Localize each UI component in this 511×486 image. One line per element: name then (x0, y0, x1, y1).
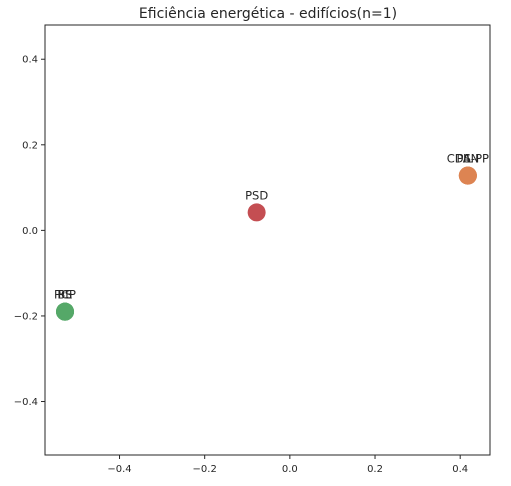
point-label: PSD (245, 188, 268, 202)
point-label: BE (57, 288, 72, 302)
y-tick-label: −0.2 (14, 311, 38, 322)
y-axis: 0.4 0.2 0.0 −0.2 −0.4 (14, 55, 45, 408)
chart-title: Eficiência energética - edifícios(n=1) (139, 6, 397, 22)
point-label: PS (58, 288, 72, 302)
data-point (56, 302, 75, 321)
point-label: IL (463, 152, 473, 166)
x-tick-label: 0.0 (282, 464, 298, 475)
point-label: PCP (54, 288, 76, 302)
y-tick-label: −0.4 (14, 397, 38, 408)
x-axis: −0.4 −0.2 0.0 0.2 0.4 (107, 455, 468, 475)
data-point (458, 166, 477, 185)
y-tick-label: 0.4 (22, 55, 38, 66)
y-tick-label: 0.0 (22, 226, 38, 237)
x-tick-label: 0.4 (452, 464, 468, 475)
plot-frame (44, 24, 491, 456)
x-tick-label: −0.4 (107, 464, 131, 475)
y-tick-label: 0.2 (22, 140, 38, 151)
point-label: CDS-PP (447, 152, 489, 166)
x-tick-label: 0.2 (367, 464, 383, 475)
point-label: PAN (457, 152, 480, 166)
x-tick-label: −0.2 (193, 464, 217, 475)
data-point (247, 203, 266, 222)
